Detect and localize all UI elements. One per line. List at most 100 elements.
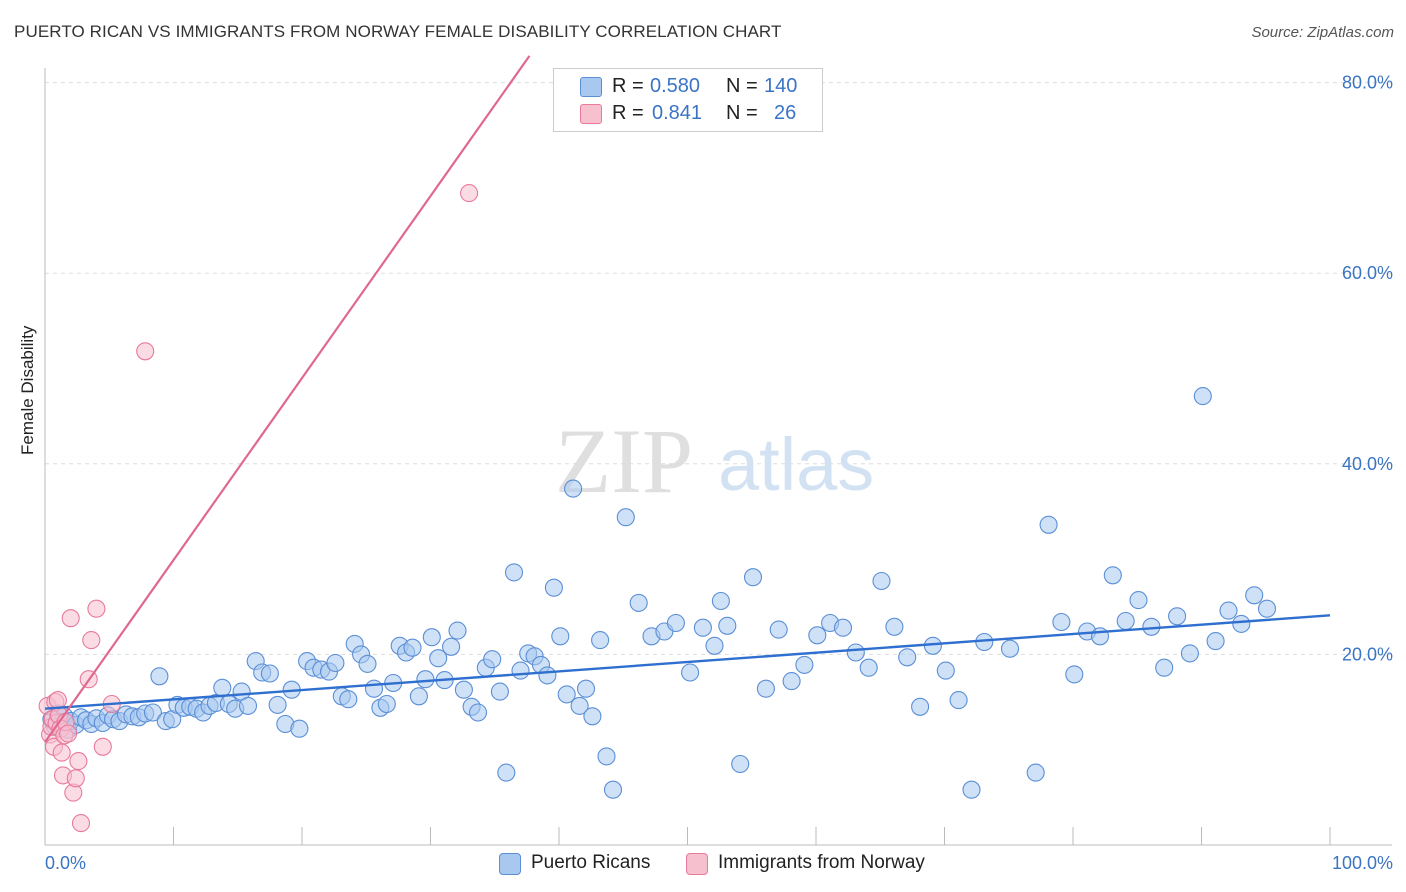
data-point-puerto-ricans xyxy=(616,508,635,527)
data-point-puerto-ricans xyxy=(769,620,788,639)
data-point-puerto-ricans xyxy=(497,763,516,782)
data-point-puerto-ricans xyxy=(454,680,473,699)
data-point-puerto-ricans xyxy=(705,636,724,655)
data-point-puerto-ricans xyxy=(681,663,700,682)
trend-line-immigrants-from-norway xyxy=(44,55,531,743)
data-point-puerto-ricans xyxy=(238,696,258,715)
data-point-puerto-ricans xyxy=(538,666,557,685)
data-point-puerto-ricans xyxy=(718,616,737,635)
data-point-puerto-ricans xyxy=(693,618,712,637)
data-point-puerto-ricans xyxy=(442,637,461,656)
watermark: ZIP atlas xyxy=(555,410,874,512)
data-point-puerto-ricans xyxy=(143,703,162,722)
data-point-puerto-ricans xyxy=(711,591,730,611)
data-point-puerto-ricans xyxy=(1000,639,1020,658)
data-point-immigrants-from-norway xyxy=(69,752,88,771)
y-tick-label: 20.0% xyxy=(1342,644,1393,664)
grid-lines xyxy=(45,82,1392,655)
data-point-immigrants-from-norway xyxy=(61,609,80,628)
data-point-puerto-ricans xyxy=(576,679,596,698)
data-point-puerto-ricans xyxy=(490,682,509,701)
data-point-puerto-ricans xyxy=(260,664,279,683)
data-point-puerto-ricans xyxy=(448,621,467,640)
data-point-puerto-ricans xyxy=(1206,632,1225,651)
data-point-immigrants-from-norway xyxy=(71,814,91,833)
data-point-immigrants-from-norway xyxy=(136,342,155,361)
x-tick-label-max: 100.0% xyxy=(1332,853,1393,873)
data-point-puerto-ricans xyxy=(403,638,422,657)
data-point-puerto-ricans xyxy=(1232,614,1251,633)
data-point-puerto-ricans xyxy=(833,618,853,637)
data-point-puerto-ricans xyxy=(377,694,396,714)
data-point-puerto-ricans xyxy=(1245,586,1264,605)
tick-labels: 20.0% 40.0% 60.0% 80.0% 0.0% 100.0% xyxy=(45,73,1393,873)
legend-swatch-pink xyxy=(580,104,602,124)
data-point-puerto-ricans xyxy=(409,687,428,706)
data-point-puerto-ricans xyxy=(268,695,287,714)
data-point-puerto-ricans xyxy=(422,628,441,647)
data-point-puerto-ricans xyxy=(872,571,891,591)
legend-swatch-blue xyxy=(499,853,521,875)
legend-label: Puerto Ricans xyxy=(531,852,651,873)
data-point-puerto-ricans xyxy=(1116,611,1135,631)
trend-lines xyxy=(44,55,1331,743)
data-point-puerto-ricans xyxy=(1026,763,1045,782)
y-axis-label: Female Disability xyxy=(18,325,37,455)
y-tick-label: 80.0% xyxy=(1342,73,1393,93)
data-point-puerto-ricans xyxy=(1168,607,1187,626)
data-point-puerto-ricans xyxy=(859,658,878,677)
n-value: 26 xyxy=(774,102,797,124)
chart-title: PUERTO RICAN VS IMMIGRANTS FROM NORWAY F… xyxy=(14,22,782,41)
n-value: 140 xyxy=(764,75,798,97)
data-point-puerto-ricans xyxy=(1219,601,1238,620)
data-point-puerto-ricans xyxy=(1180,644,1199,663)
data-point-puerto-ricans xyxy=(603,780,623,799)
data-point-immigrants-from-norway xyxy=(82,631,101,650)
data-point-puerto-ricans xyxy=(731,754,750,774)
data-point-immigrants-from-norway xyxy=(93,737,112,756)
data-point-puerto-ricans xyxy=(782,672,801,691)
y-tick-label: 60.0% xyxy=(1342,263,1393,283)
source-label: Source: ZipAtlas.com xyxy=(1251,24,1394,41)
data-point-immigrants-from-norway xyxy=(52,743,71,762)
data-point-puerto-ricans xyxy=(1193,387,1212,406)
data-point-puerto-ricans xyxy=(591,631,610,650)
data-point-immigrants-from-norway xyxy=(460,184,479,203)
data-point-puerto-ricans xyxy=(629,593,648,612)
stats-legend: R = 0.580 N = 140 R = 0.841 N = 26 xyxy=(553,68,823,132)
data-point-puerto-ricans xyxy=(898,648,917,667)
x-tick-label-min: 0.0% xyxy=(45,853,86,873)
data-point-puerto-ricans xyxy=(1103,566,1122,585)
data-point-puerto-ricans xyxy=(429,649,448,668)
data-point-puerto-ricans xyxy=(326,653,345,673)
data-point-puerto-ricans xyxy=(1052,612,1071,632)
trend-line-puerto-ricans xyxy=(44,614,1331,710)
data-point-puerto-ricans xyxy=(213,678,232,697)
data-point-puerto-ricans xyxy=(1129,591,1148,610)
data-point-puerto-ricans xyxy=(936,661,955,680)
data-point-puerto-ricans xyxy=(885,617,904,636)
data-point-immigrants-from-norway xyxy=(66,769,85,788)
data-point-puerto-ricans xyxy=(1257,599,1277,618)
data-point-puerto-ricans xyxy=(551,627,570,646)
data-point-puerto-ricans xyxy=(150,667,169,686)
data-point-puerto-ricans xyxy=(962,780,981,799)
data-point-puerto-ricans xyxy=(339,690,358,709)
data-point-puerto-ricans xyxy=(511,661,530,680)
data-point-puerto-ricans xyxy=(564,479,583,498)
data-point-puerto-ricans xyxy=(483,650,502,669)
data-point-puerto-ricans xyxy=(795,655,814,674)
legend-label: Immigrants from Norway xyxy=(718,852,925,873)
n-key: N = xyxy=(726,102,758,124)
data-point-puerto-ricans xyxy=(1090,627,1110,646)
watermark-atlas: atlas xyxy=(718,423,874,506)
r-key: R = xyxy=(612,75,644,97)
r-value: 0.841 xyxy=(652,102,703,124)
y-tick-label: 40.0% xyxy=(1342,454,1393,474)
data-point-puerto-ricans xyxy=(949,691,968,710)
data-point-puerto-ricans xyxy=(1039,515,1058,534)
data-point-puerto-ricans xyxy=(666,613,685,633)
data-point-puerto-ricans xyxy=(468,703,488,722)
data-point-puerto-ricans xyxy=(504,563,524,582)
